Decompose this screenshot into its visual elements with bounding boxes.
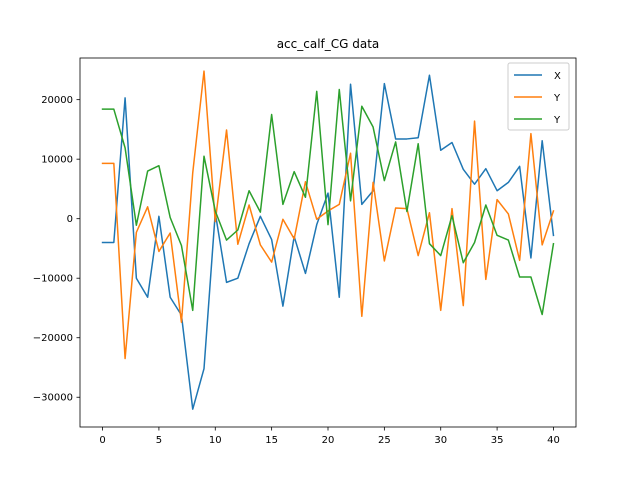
x-tick-label: 40 (547, 435, 560, 446)
x-tick-label: 10 (209, 435, 222, 446)
y-tick-label: −20000 (33, 333, 73, 344)
plot-frame (80, 58, 576, 427)
x-tick-label: 30 (434, 435, 447, 446)
x-tick-label: 5 (156, 435, 162, 446)
axes: 0 5 10 15 20 25 30 35 40 −30000 −20000 −10000 0 10000… (33, 57, 577, 446)
legend: XYY (507, 62, 570, 131)
x-tick-label: 35 (491, 435, 504, 446)
y-tick-label: 10000 (41, 155, 73, 166)
x-tick-label: 25 (378, 435, 391, 446)
series-3 (101, 88, 555, 316)
plot-area: 0 5 10 15 20 25 30 35 40 −30000 −20000 −10000 0 10000… (33, 57, 577, 446)
legend-label: Y (553, 93, 561, 104)
x-tick-label: 0 (99, 435, 105, 446)
series-layer (101, 70, 555, 410)
y-tick-label: 20000 (41, 95, 73, 106)
legend-label: X (554, 71, 561, 82)
x-tick-label: 15 (265, 435, 278, 446)
legend-item: Y (514, 115, 561, 126)
legend-item: X (514, 71, 561, 82)
y-tick-label: −10000 (33, 274, 73, 285)
legend-label: Y (553, 115, 561, 126)
x-tick-label: 20 (322, 435, 335, 446)
y-tick-label: 0 (67, 214, 73, 225)
series-2 (101, 70, 555, 360)
legend-item: Y (514, 93, 561, 104)
y-tick-label: −30000 (33, 393, 73, 404)
chart-title: acc_calf_CG data (277, 37, 380, 51)
